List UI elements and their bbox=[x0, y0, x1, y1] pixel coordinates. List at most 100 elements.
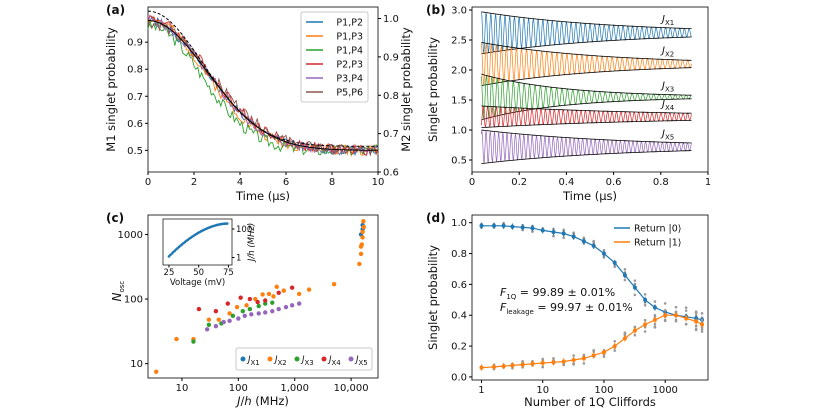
y-tick-label-right: 0.7 bbox=[383, 129, 399, 140]
x-tick-label: 1 bbox=[705, 177, 711, 188]
oscillation-X4 bbox=[481, 105, 692, 128]
data-point-X5 bbox=[242, 313, 247, 319]
shot-point bbox=[700, 318, 704, 322]
plot-frame bbox=[471, 6, 709, 173]
shot-point bbox=[582, 362, 586, 365]
plot-frame bbox=[147, 214, 379, 379]
y-tick-label-right: 0.8 bbox=[383, 91, 399, 102]
envelope-lower-X2 bbox=[481, 67, 692, 86]
y-tick-label-left: 0.9 bbox=[127, 38, 143, 49]
y-tick-label-left: 0.8 bbox=[127, 65, 143, 76]
data-point-X5 bbox=[236, 316, 241, 321]
data-point-X2 bbox=[174, 336, 179, 342]
data-point-X2 bbox=[216, 317, 221, 322]
mean-point bbox=[520, 362, 525, 367]
y-tick-label-right: 0.6 bbox=[383, 168, 399, 179]
mean-point bbox=[561, 231, 566, 236]
panel-c-chart: 10 100 1,000 10,000 10 100 1000 J/h (MHz) Nosc JX… bbox=[110, 214, 379, 408]
legend-swatch bbox=[267, 356, 273, 362]
fidelity-annotation-0: F1Q = 99.89 ± 0.01% bbox=[500, 286, 615, 301]
data-point-X2 bbox=[357, 261, 362, 267]
data-point-X5 bbox=[289, 303, 295, 308]
envelope-upper-X4 bbox=[481, 105, 692, 114]
data-point-X2 bbox=[260, 292, 265, 297]
legend-label: Return |0⟩ bbox=[634, 224, 682, 235]
mean-point bbox=[700, 322, 705, 327]
data-point-X2 bbox=[360, 235, 365, 240]
y-axis-label: Nosc bbox=[110, 281, 126, 302]
data-point-X5 bbox=[213, 324, 219, 329]
legend-label: P1,P2 bbox=[336, 18, 363, 29]
shot-point bbox=[684, 306, 688, 309]
data-point-X5 bbox=[227, 318, 232, 324]
shot-point bbox=[643, 330, 647, 333]
x-tick-label: 0 bbox=[469, 177, 475, 188]
plot-frame bbox=[471, 214, 709, 381]
y-tick-label-left: 0.6 bbox=[127, 119, 143, 130]
inset-y-tick-label: 100 bbox=[236, 225, 252, 235]
legend-label: P5,P6 bbox=[336, 88, 363, 99]
data-point-X2 bbox=[234, 304, 240, 310]
legend-swatch bbox=[348, 356, 354, 362]
y-tick-label: 0.4 bbox=[451, 311, 467, 322]
legend-label: P3,P4 bbox=[336, 74, 363, 85]
x-tick-label: 2 bbox=[191, 177, 197, 188]
panel-d-chart: 1 10 100 1000 0.0 0.2 0.4 0.6 0.8 1.0 Number of 1Q… bbox=[426, 214, 709, 408]
shot-point bbox=[633, 282, 637, 286]
inset-x-axis-label: Voltage (mV) bbox=[170, 278, 225, 288]
envelope-lower-X4 bbox=[481, 120, 692, 128]
shot-point bbox=[623, 268, 627, 271]
envelope-upper-X1 bbox=[481, 11, 692, 29]
oscillation-X5 bbox=[481, 130, 692, 164]
mean-point bbox=[694, 319, 699, 324]
x-tick-label: 1 bbox=[478, 385, 484, 396]
y-tick-label: 100 bbox=[124, 295, 143, 306]
panel-a-letter: (a) bbox=[106, 3, 125, 17]
y-tick-label: 2.5 bbox=[451, 36, 467, 47]
shot-point bbox=[572, 354, 575, 357]
data-point-X5 bbox=[221, 319, 226, 325]
y-tick-label-right: 1.0 bbox=[383, 14, 399, 25]
y-axis-label-right: M2 singlet probability bbox=[399, 27, 413, 152]
inset-frame bbox=[162, 218, 233, 266]
shot-point bbox=[653, 322, 657, 326]
shot-point bbox=[643, 293, 647, 296]
shot-point bbox=[633, 279, 637, 282]
shot-point bbox=[653, 300, 657, 303]
shot-point bbox=[613, 339, 617, 343]
shot-point bbox=[694, 327, 698, 331]
shot-point bbox=[541, 365, 545, 369]
y-tick-label: 0.0 bbox=[451, 372, 467, 383]
legend-box bbox=[300, 11, 369, 103]
data-point-X2 bbox=[227, 311, 232, 316]
shot-point bbox=[602, 256, 606, 259]
shot-point bbox=[613, 349, 617, 352]
legend-swatch bbox=[240, 356, 246, 362]
legend-label: JX3 bbox=[300, 355, 314, 367]
x-tick-label: 0.4 bbox=[558, 177, 574, 188]
shot-point bbox=[663, 302, 667, 305]
legend-label: P1,P4 bbox=[336, 46, 363, 57]
mean-point bbox=[612, 260, 617, 265]
series-label-X2: JX2 bbox=[660, 46, 674, 59]
mean-point bbox=[540, 228, 545, 233]
data-point-X2 bbox=[274, 284, 279, 289]
shot-point bbox=[700, 312, 704, 315]
x-tick-label: 1000 bbox=[652, 385, 677, 396]
data-point-X4 bbox=[213, 308, 219, 314]
mean-point bbox=[571, 357, 576, 362]
shot-point bbox=[674, 319, 678, 323]
inset-x-tick-label: 25 bbox=[164, 268, 175, 278]
shot-point bbox=[602, 355, 606, 358]
shot-point bbox=[663, 309, 667, 312]
shot-point bbox=[552, 234, 555, 238]
data-point-X3 bbox=[270, 300, 275, 305]
mean-point bbox=[632, 328, 637, 333]
mean-point bbox=[551, 229, 556, 234]
x-tick-label: 10,000 bbox=[334, 383, 369, 394]
inset-x-tick-label: 50 bbox=[193, 268, 204, 278]
mean-point bbox=[601, 350, 606, 355]
shot-point bbox=[633, 293, 637, 297]
series-label-X1: JX1 bbox=[660, 14, 674, 27]
data-point-X2 bbox=[358, 244, 364, 249]
